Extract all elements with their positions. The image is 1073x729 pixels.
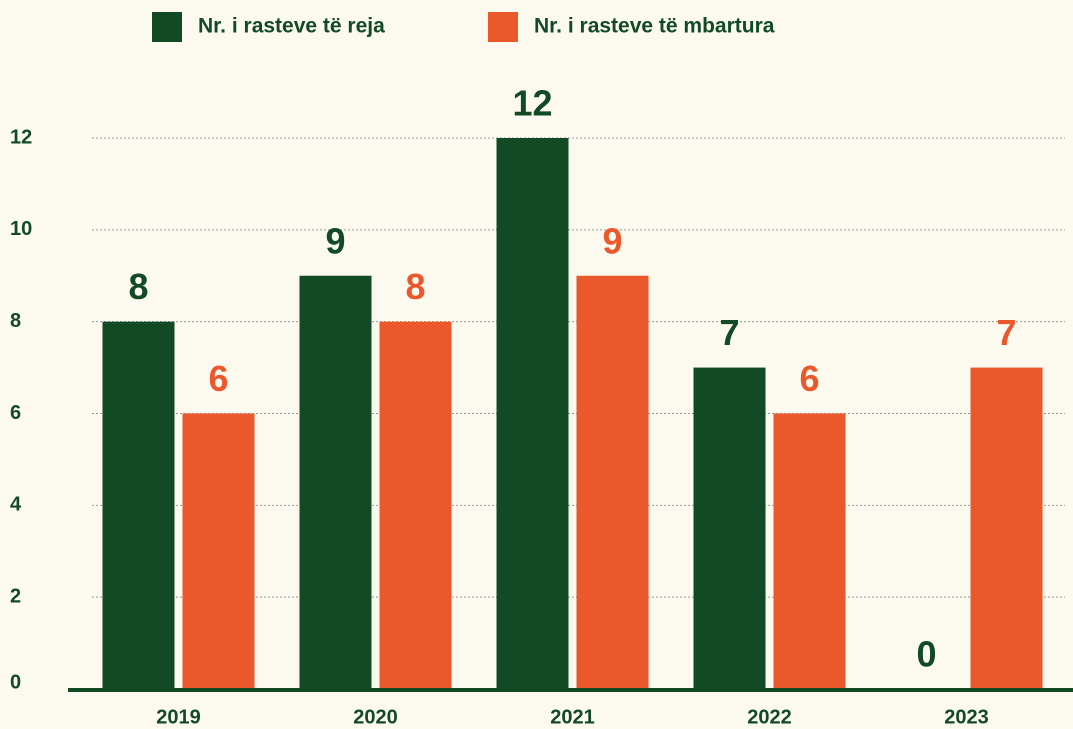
value-label: 8 <box>405 266 425 307</box>
value-label: 7 <box>996 312 1016 353</box>
bar <box>102 321 175 689</box>
x-tick-label: 2023 <box>944 706 989 728</box>
x-tick-label: 2022 <box>747 706 792 728</box>
y-tick-label: 6 <box>10 402 21 424</box>
bar <box>182 413 255 689</box>
x-tick-label: 2020 <box>353 706 398 728</box>
x-tick-label: 2019 <box>156 706 201 728</box>
value-label: 7 <box>719 312 739 353</box>
bar <box>773 413 846 689</box>
legend-swatch <box>488 12 518 42</box>
bar <box>379 321 452 689</box>
bar <box>576 275 649 689</box>
y-tick-label: 12 <box>10 126 32 148</box>
y-tick-label: 4 <box>10 494 22 516</box>
y-tick-label: 8 <box>10 310 21 332</box>
value-label: 0 <box>916 634 936 675</box>
bar <box>970 367 1043 689</box>
value-label: 6 <box>799 358 819 399</box>
y-tick-label: 0 <box>10 671 21 693</box>
legend-label: Nr. i rasteve të reja <box>198 15 385 38</box>
value-label: 9 <box>602 220 622 261</box>
legend-label: Nr. i rasteve të mbartura <box>534 15 775 38</box>
value-label: 6 <box>208 358 228 399</box>
bar <box>299 275 372 689</box>
x-tick-label: 2021 <box>550 706 595 728</box>
value-label: 9 <box>325 220 345 261</box>
bar <box>693 367 766 689</box>
y-tick-label: 2 <box>10 585 21 607</box>
bar <box>496 138 569 689</box>
legend-swatch <box>152 12 182 42</box>
value-label: 12 <box>512 83 552 124</box>
y-tick-label: 10 <box>10 218 32 240</box>
value-label: 8 <box>128 266 148 307</box>
